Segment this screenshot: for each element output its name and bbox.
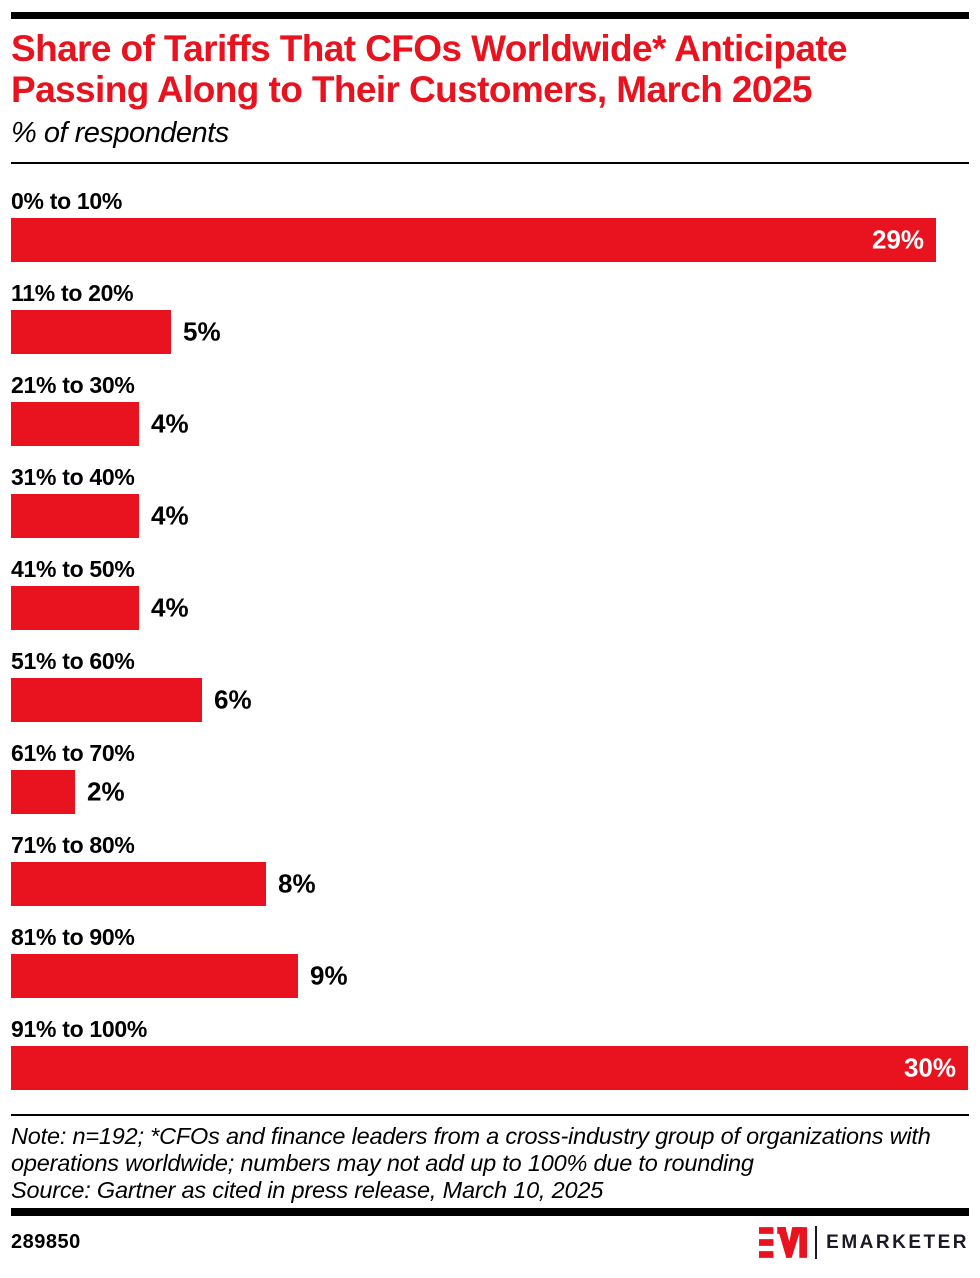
chart-subtitle: % of respondents [11, 117, 229, 149]
note-line-1: Note: n=192; *CFOs and finance leaders f… [11, 1123, 931, 1149]
bar-row: 0% to 10% 29% [11, 188, 969, 262]
title-line-1: Share of Tariffs That CFOs Worldwide* An… [11, 28, 848, 69]
value-label: 29% [871, 224, 924, 255]
bar-row: 81% to 90% 9% [11, 924, 969, 998]
bar-track: 4% [11, 402, 969, 446]
bar [11, 770, 75, 814]
value-label: 4% [151, 408, 189, 439]
bar-track: 2% [11, 770, 969, 814]
category-label: 61% to 70% [11, 740, 135, 766]
bar-row: 51% to 60% 6% [11, 648, 969, 722]
footer: 289850 EMARKETER [11, 1225, 969, 1260]
brand-logo: EMARKETER [759, 1225, 969, 1260]
page-title: Share of Tariffs That CFOs Worldwide* An… [11, 28, 969, 110]
category-label: 71% to 80% [11, 832, 135, 858]
bottom-border-bar [11, 1208, 969, 1216]
category-label: 11% to 20% [11, 280, 134, 306]
bar-track: 5% [11, 310, 969, 354]
chart-id: 289850 [11, 1231, 81, 1253]
bar [11, 218, 936, 262]
top-border-bar [11, 12, 969, 19]
value-label: 4% [151, 592, 189, 623]
bar-track: 29% [11, 218, 969, 262]
bar [11, 402, 139, 446]
bar [11, 954, 298, 998]
bar-track: 4% [11, 586, 969, 630]
bar-track: 30% [11, 1046, 969, 1090]
category-label: 21% to 30% [11, 372, 135, 398]
title-line-2: Passing Along to Their Customers, March … [11, 69, 812, 110]
bar-row: 21% to 30% 4% [11, 372, 969, 446]
note-line-2: operations worldwide; numbers may not ad… [11, 1150, 754, 1176]
bar-track: 9% [11, 954, 969, 998]
bar-row: 91% to 100% 30% [11, 1016, 969, 1090]
bar-chart: 0% to 10% 29% 11% to 20% 5% 21% to 30% 4… [11, 188, 969, 1090]
brand-wordmark: EMARKETER [826, 1231, 969, 1253]
bar-row: 31% to 40% 4% [11, 464, 969, 538]
bar-row: 71% to 80% 8% [11, 832, 969, 906]
header-divider [11, 162, 969, 164]
bar-row: 11% to 20% 5% [11, 280, 969, 354]
note-divider [11, 1114, 969, 1116]
category-label: 0% to 10% [11, 188, 123, 214]
bar [11, 862, 266, 906]
bar-row: 61% to 70% 2% [11, 740, 969, 814]
value-label: 9% [310, 960, 348, 991]
bar-track: 6% [11, 678, 969, 722]
value-label: 5% [183, 316, 221, 347]
bar-track: 8% [11, 862, 969, 906]
value-label: 4% [151, 500, 189, 531]
bar [11, 586, 139, 630]
bar-row: 41% to 50% 4% [11, 556, 969, 630]
category-label: 91% to 100% [11, 1016, 148, 1042]
chart-notes: Note: n=192; *CFOs and finance leaders f… [11, 1123, 969, 1204]
bar [11, 494, 139, 538]
category-label: 51% to 60% [11, 648, 135, 674]
source-line: Source: Gartner as cited in press releas… [11, 1177, 604, 1203]
bar [11, 1046, 968, 1090]
emarketer-em-icon [759, 1227, 808, 1258]
value-label: 30% [903, 1052, 956, 1083]
bar [11, 310, 171, 354]
category-label: 31% to 40% [11, 464, 135, 490]
bar [11, 678, 202, 722]
value-label: 6% [214, 684, 252, 715]
value-label: 8% [278, 868, 316, 899]
value-label: 2% [87, 776, 125, 807]
category-label: 81% to 90% [11, 924, 135, 950]
bar-track: 4% [11, 494, 969, 538]
logo-separator [815, 1226, 818, 1259]
category-label: 41% to 50% [11, 556, 135, 582]
